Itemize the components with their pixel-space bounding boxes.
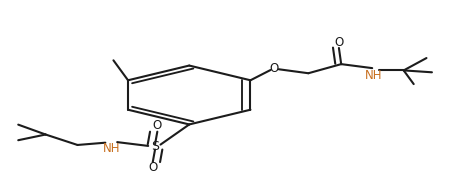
Text: NH: NH: [103, 142, 120, 155]
Text: O: O: [148, 161, 157, 174]
Text: NH: NH: [364, 69, 382, 82]
Text: O: O: [152, 120, 162, 132]
Text: O: O: [334, 36, 343, 49]
Text: O: O: [269, 62, 278, 75]
Text: S: S: [151, 140, 159, 153]
